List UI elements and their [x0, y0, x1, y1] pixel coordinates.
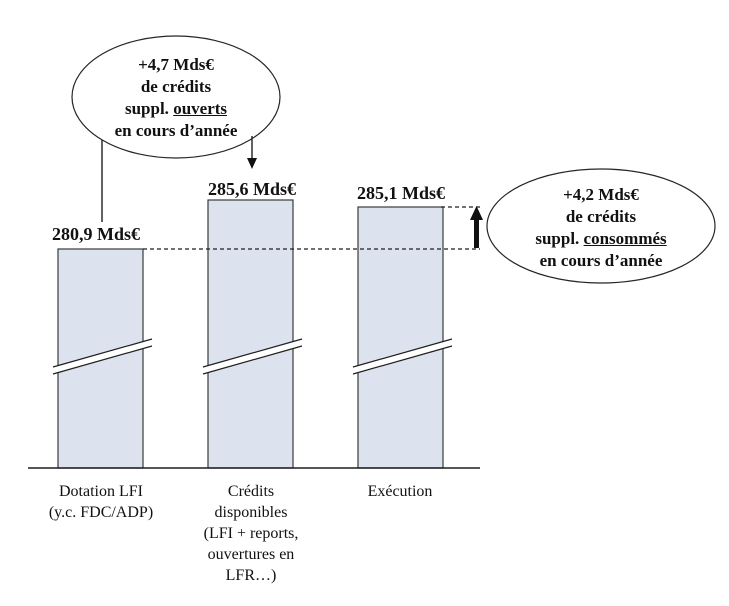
- category-label-credits-disponibles: Crédits disponibles (LFI + reports, ouve…: [203, 483, 299, 584]
- annotation-opened-line2: de crédits: [140, 77, 212, 96]
- annotation-text-consumed: +4,2 Mds€ de crédits suppl. consommés en…: [535, 184, 666, 272]
- bar-execution: [357, 206, 444, 469]
- annotation-consumed-line4: en cours d’année: [539, 251, 663, 270]
- category-label-dotation-lfi: Dotation LFI (y.c. FDC/ADP): [48, 483, 154, 521]
- annotation-ellipse-consumed: [486, 168, 716, 284]
- annotation-opened-line1: +4,7 Mds€: [138, 55, 214, 74]
- axis-break-bar3: [352, 338, 453, 375]
- annotation-consumed-line3: suppl. consommés: [535, 229, 667, 248]
- axis-break-bar1: [52, 338, 153, 375]
- annotation-opened-line4: en cours d’année: [114, 121, 238, 140]
- annotation-opened-line3: suppl. ouverts: [124, 99, 228, 118]
- value-label-execution: 285,1 Mds€: [356, 183, 446, 203]
- value-label-dotation-lfi: 280,9 Mds€: [51, 224, 141, 244]
- annotation-text-opened: +4,7 Mds€ de crédits suppl. ouverts en c…: [115, 54, 238, 142]
- annotation-consumed-line2: de crédits: [565, 207, 637, 226]
- value-label-credits-disponibles: 285,6 Mds€: [207, 179, 297, 199]
- down-arrow-icon: [247, 136, 257, 169]
- axis-break-bar2: [202, 338, 303, 375]
- category-label-execution: Exécution: [367, 483, 433, 500]
- up-arrow-icon: [470, 206, 483, 248]
- bar-credits-disponibles: [207, 199, 294, 469]
- annotation-consumed-line1: +4,2 Mds€: [563, 185, 639, 204]
- annotation-ellipse-opened: [71, 35, 281, 159]
